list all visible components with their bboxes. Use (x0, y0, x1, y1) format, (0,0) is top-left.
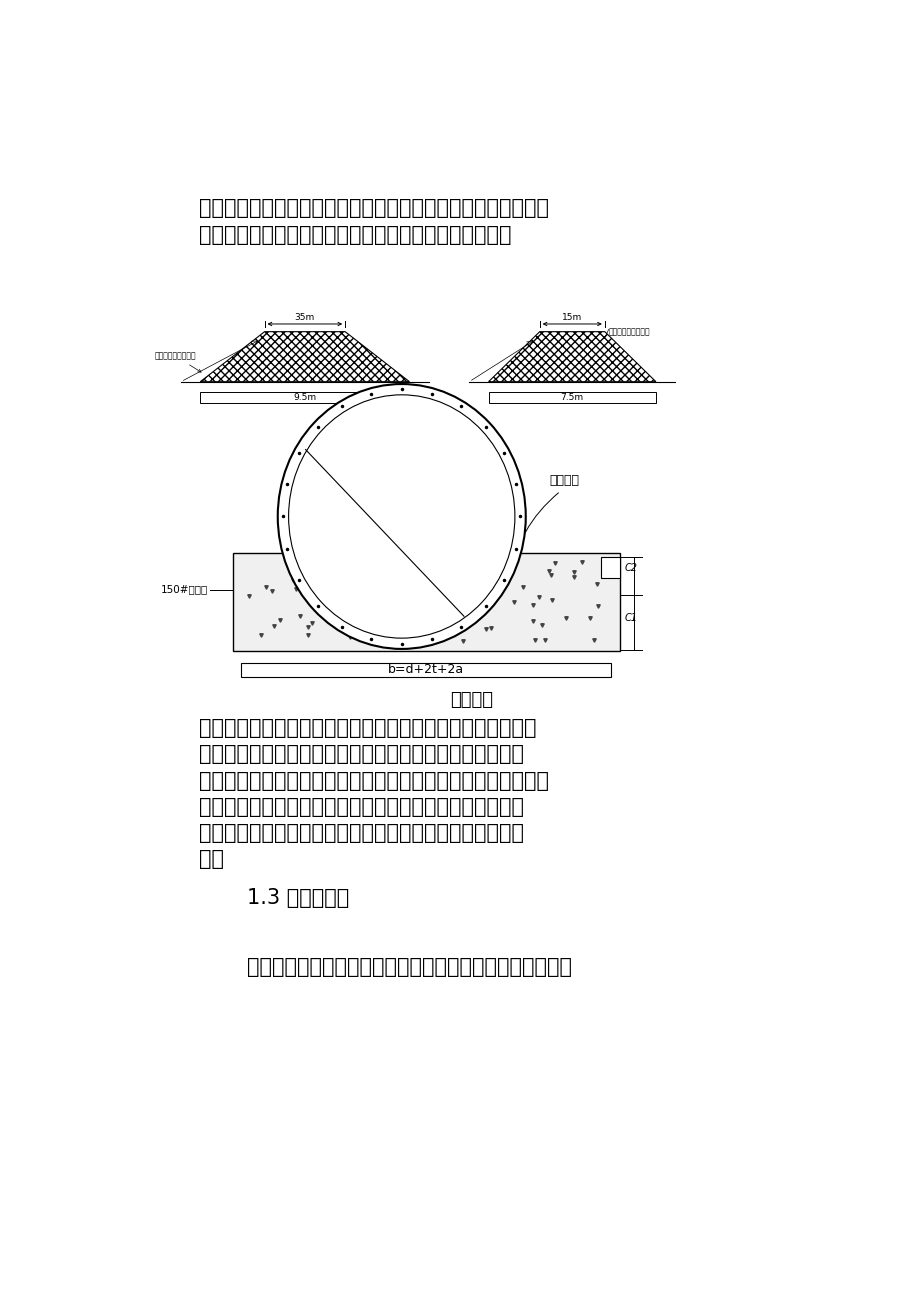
Bar (200, 392, 409, 402)
Text: 塑料薄膜（仿水层）: 塑料薄膜（仿水层） (154, 351, 201, 372)
Ellipse shape (289, 394, 515, 637)
Text: 1.3 原桥闸拆除: 1.3 原桥闸拆除 (246, 887, 348, 908)
Text: 急处理方案。在现场预备装好土的草袋，并配有足够的塑料: 急处理方案。在现场预备装好土的草袋，并配有足够的塑料 (199, 744, 523, 765)
Text: 15m: 15m (562, 314, 582, 323)
Text: 地。施工期间时刻关注天气预报，根据天气情况采取防护措: 地。施工期间时刻关注天气预报，根据天气情况采取防护措 (199, 824, 523, 843)
Text: C2: C2 (623, 563, 637, 572)
Text: 布，在碎管排水不能满足要求时，设置临时排水明渠，让上游雨: 布，在碎管排水不能满足要求时，设置临时排水明渠，让上游雨 (199, 770, 548, 791)
Text: 本交通桥需在原有桥闸位置进行新建，当原有桥闸拆除后，: 本交通桥需在原有桥闸位置进行新建，当原有桥闸拆除后， (246, 958, 571, 977)
Polygon shape (200, 332, 409, 381)
Text: 架沉降较大而影响施工。在河道下游右岸设置一道坡道，便于施: 架沉降较大而影响施工。在河道下游右岸设置一道坡道，便于施 (199, 199, 548, 219)
Text: 水顺利通过施工场地，防止河水漫过上游围堰，浸泡施工场: 水顺利通过施工场地，防止河水漫过上游围堰，浸泡施工场 (199, 796, 523, 817)
Text: 管基断面: 管基断面 (449, 691, 493, 709)
Text: 混凝土管: 混凝土管 (549, 475, 578, 487)
Text: 7.5m: 7.5m (560, 393, 584, 402)
Text: b=d+2t+2a: b=d+2t+2a (388, 664, 464, 677)
Bar (241, 662, 610, 677)
Text: 塑料薄膜（仿水层）: 塑料薄膜（仿水层） (608, 328, 650, 337)
Text: 工物资进入施工地点，并可将拆除废弃物运出施工现场。: 工物资进入施工地点，并可将拆除废弃物运出施工现场。 (199, 225, 511, 245)
Bar (600, 557, 618, 578)
Text: 施。: 施。 (199, 850, 223, 869)
Polygon shape (488, 332, 655, 381)
Bar (488, 392, 655, 402)
Text: 为防止施工期间超常规降雨对施工造成的影响，项目部制定应: 为防止施工期间超常规降雨对施工造成的影响，项目部制定应 (199, 718, 536, 738)
Text: C1: C1 (623, 613, 637, 623)
Text: 150#混凝土: 150#混凝土 (161, 584, 208, 595)
Text: 35m: 35m (294, 314, 314, 323)
Bar (233, 553, 619, 652)
Ellipse shape (278, 384, 525, 649)
Text: 9.5m: 9.5m (293, 393, 316, 402)
